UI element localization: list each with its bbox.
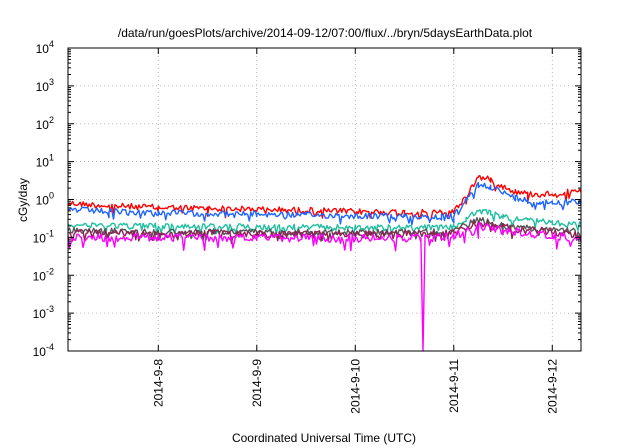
y-tick-label: 102	[36, 115, 54, 132]
series-line-6	[67, 221, 582, 352]
grid	[68, 48, 581, 351]
y-tick-label: 10-1	[33, 228, 54, 245]
y-axis-label: cGy/day	[16, 178, 30, 222]
y-tick-label: 10-3	[33, 304, 54, 321]
y-tick-label: 103	[36, 77, 54, 94]
y-tick-label: 104	[36, 39, 54, 56]
y-tick-label: 10-2	[33, 266, 54, 283]
x-tick-label: 2014-9-11	[447, 359, 461, 413]
series-line-4	[67, 217, 582, 242]
y-tick-label: 10-4	[33, 342, 54, 359]
x-axis-label: Coordinated Universal Time (UTC)	[232, 431, 416, 445]
axes: 104 103 102 101 100 10-1 10-2 10-3 10-4 2014-9-8 2…	[33, 39, 581, 414]
x-tick-label: 2014-9-12	[545, 359, 559, 414]
series-line-1	[68, 175, 582, 222]
series-line-2	[67, 181, 582, 226]
y-tick-label: 100	[36, 191, 54, 208]
chart-title: /data/run/goesPlots/archive/2014-09-12/0…	[118, 26, 533, 40]
x-tick-label: 2014-9-8	[151, 359, 165, 407]
x-tick-label: 2014-9-9	[250, 359, 264, 407]
y-tick-label: 101	[36, 153, 54, 170]
series-line-3	[67, 208, 582, 237]
series-layer	[67, 175, 582, 352]
x-tick-label: 2014-9-10	[348, 359, 362, 414]
